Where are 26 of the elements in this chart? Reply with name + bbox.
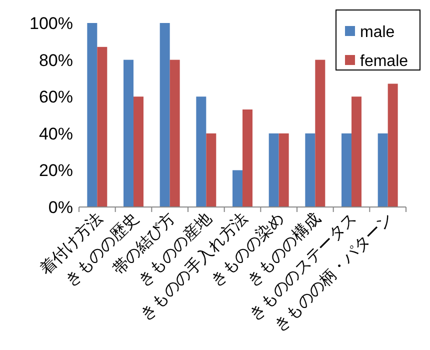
bar [352,96,362,207]
bar [242,109,252,207]
bar [388,84,398,207]
bar [378,133,388,207]
bar [342,133,352,207]
bar [315,60,326,207]
y-tick-label: 60% [38,88,73,107]
legend-label: male [360,24,395,41]
bar [160,23,170,207]
bar [170,60,180,207]
y-tick-label: 100% [30,14,73,33]
bar [124,60,134,207]
y-tick-label: 80% [38,50,73,70]
bar [232,170,242,207]
bar [97,46,108,207]
bar [87,23,98,207]
y-tick-label: 20% [38,161,73,180]
bar [278,133,289,207]
y-tick-label: 40% [38,124,73,144]
bar [196,96,206,207]
y-tick-label: 0% [48,198,73,217]
bar [134,96,144,207]
bar [305,133,316,207]
bar [268,133,279,207]
legend-label: female [360,53,408,70]
bar [206,133,216,207]
